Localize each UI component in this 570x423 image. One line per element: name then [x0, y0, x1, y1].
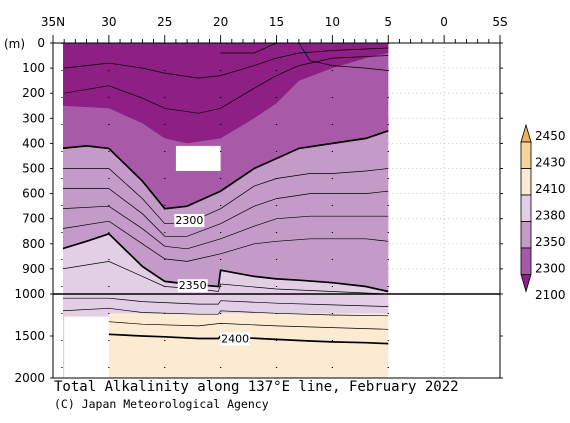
x-tick-label: 10 — [325, 15, 340, 29]
contour-label-background — [177, 279, 208, 293]
colorbar-segment — [520, 221, 532, 249]
contour-label-2350: 2350 — [179, 279, 207, 292]
x-tick-label: 25 — [157, 15, 172, 29]
contour-label-background — [220, 332, 251, 346]
x-tick-label: 35N — [41, 15, 65, 29]
colorbar-segment — [520, 141, 532, 169]
y-tick-label: 1000 — [14, 287, 45, 301]
colorbar-segment — [520, 247, 532, 275]
chart-title: Total Alkalinity along 137°E line, Febru… — [54, 379, 459, 395]
y-tick-label: 600 — [22, 187, 45, 201]
x-tick-label: 5S — [492, 15, 507, 29]
y-axis-unit-label: (m) — [4, 37, 25, 51]
colorbar-bottom-arrow — [520, 274, 532, 293]
contour-line-10 — [64, 55, 389, 114]
contour-label-background — [174, 213, 205, 227]
x-tick-label: 15 — [269, 15, 284, 29]
contour-line-2 — [63, 188, 389, 237]
colorbar-level-label: 2300 — [535, 262, 566, 276]
y-tick-label: 1500 — [14, 329, 45, 343]
contour-line-8 — [108, 321, 389, 330]
contour-2300-bold — [63, 129, 389, 210]
contour-line-1 — [63, 168, 389, 225]
contour-line-12 — [298, 43, 389, 71]
y-tick-label: 0 — [37, 36, 45, 50]
copyright-credit: (C) Japan Meteorological Agency — [54, 397, 269, 411]
contour-line-6 — [63, 297, 389, 307]
contour-line-3 — [63, 205, 389, 250]
y-tick-label: 900 — [22, 262, 45, 276]
contour-line-4 — [63, 220, 389, 262]
y-tick-label: 2000 — [14, 371, 45, 385]
colorbar-level-label: 2450 — [535, 129, 566, 143]
colorbar-segment — [520, 168, 532, 196]
colorbar-level-label: 2430 — [535, 156, 566, 170]
x-tick-label: 0 — [440, 15, 448, 29]
y-tick-label: 700 — [22, 212, 45, 226]
y-tick-label: 500 — [22, 162, 45, 176]
contour-line-11 — [220, 43, 277, 54]
y-tick-label: 200 — [22, 86, 45, 100]
contour-label-2400: 2400 — [221, 333, 249, 346]
contour-line-9 — [64, 47, 389, 79]
colorbar-level-label: 2350 — [535, 235, 566, 249]
y-tick-label: 100 — [22, 61, 45, 75]
y-tick-label: 300 — [22, 111, 45, 125]
colorbar-level-label: 2100 — [535, 288, 566, 302]
band-below-2100-core — [63, 43, 389, 144]
contour-label-2300: 2300 — [175, 214, 203, 227]
x-tick-label: 20 — [213, 15, 228, 29]
missing-data-patch-mid — [175, 145, 221, 172]
missing-data-patch-deep — [64, 316, 109, 378]
colorbar-level-label: 2410 — [535, 182, 566, 196]
x-tick-label: 30 — [101, 15, 116, 29]
contour-line-7 — [63, 307, 389, 317]
colorbar-top-arrow — [520, 123, 532, 143]
colorbar-segment — [520, 194, 532, 222]
y-tick-label: 400 — [22, 136, 45, 150]
y-tick-label: 800 — [22, 237, 45, 251]
contour-line-5 — [63, 261, 389, 295]
x-tick-label: 5 — [384, 15, 392, 29]
colorbar-level-label: 2380 — [535, 209, 566, 223]
contour-2350-bold — [63, 232, 389, 293]
